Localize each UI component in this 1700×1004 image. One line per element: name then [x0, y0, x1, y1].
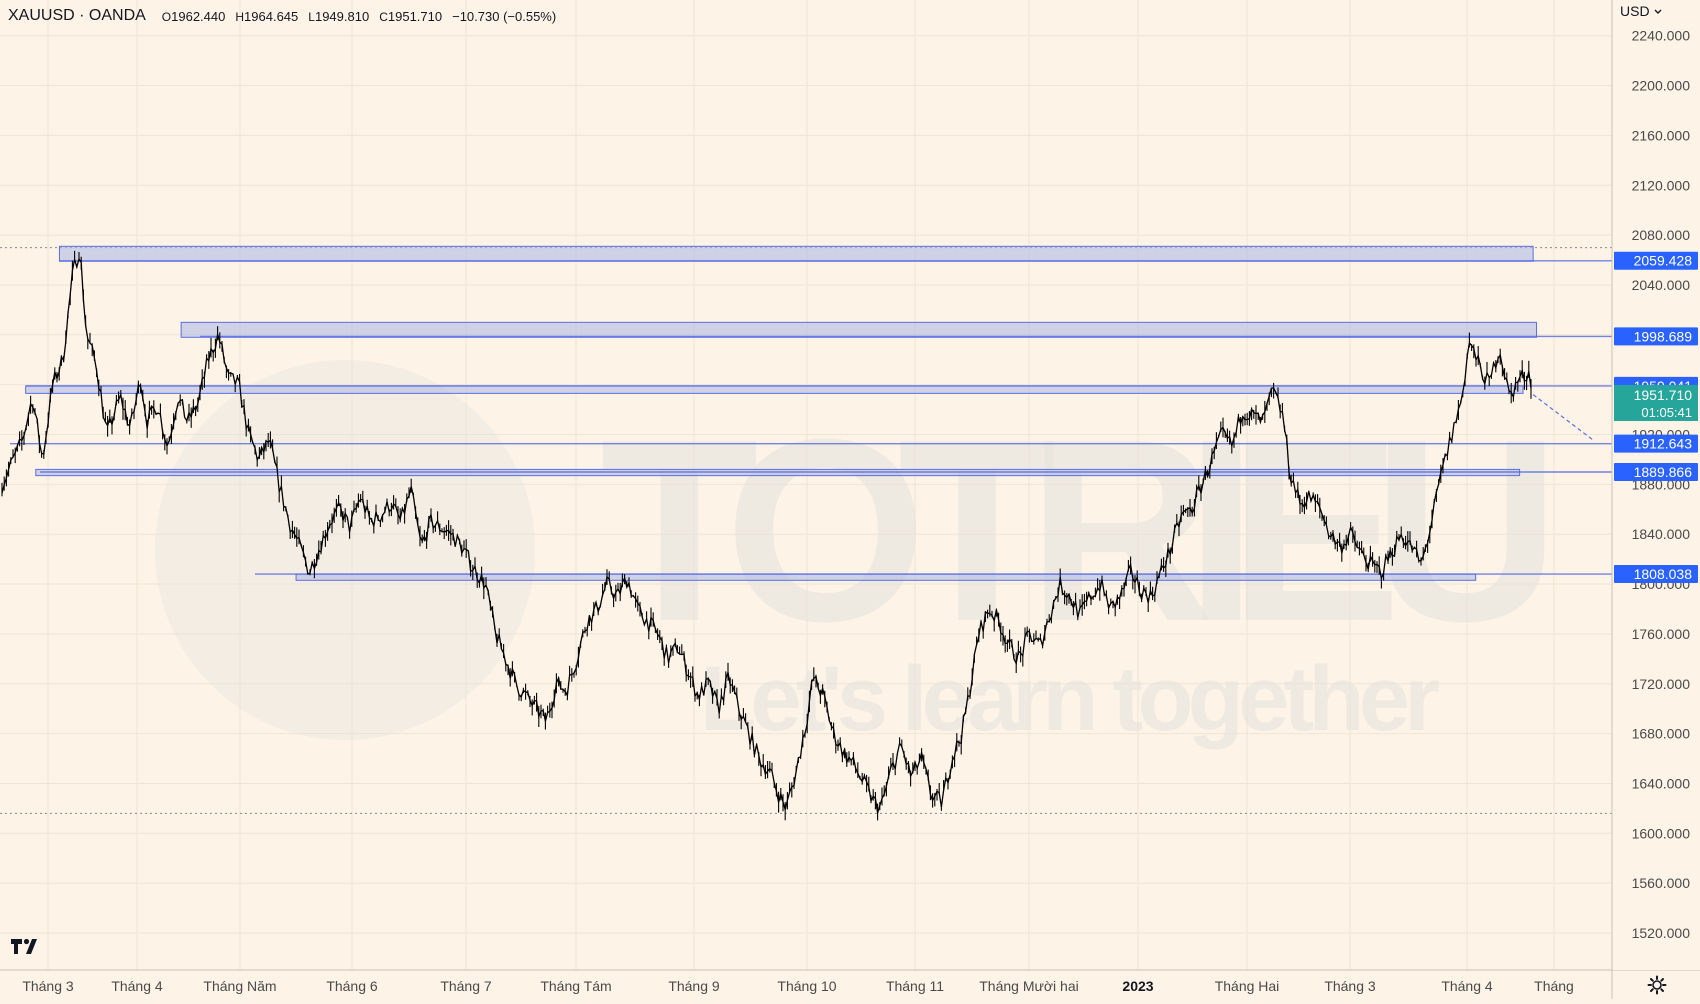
change-value: −10.730 (−0.55%): [452, 8, 557, 24]
time-tick-label: Tháng 9: [668, 978, 720, 994]
gear-icon[interactable]: [1646, 974, 1668, 996]
level-price-tag-text: 2059.428: [1634, 253, 1693, 269]
time-tick-label: Tháng 4: [111, 978, 163, 994]
zone-rect-2[interactable]: [25, 385, 1524, 394]
projection-dashed-line[interactable]: [1532, 394, 1595, 442]
price-tick-label: 2040.000: [1632, 277, 1691, 293]
time-axis: Tháng 3 Tháng 4 Tháng Năm Tháng 6 Tháng 7 Thá…: [0, 969, 1700, 999]
time-tick-label: Tháng Tám: [540, 978, 611, 994]
price-line: [1, 257, 1532, 814]
price-tick-label: 2080.000: [1632, 227, 1691, 243]
projection-line: [1532, 394, 1595, 442]
price-tick-label: 2200.000: [1632, 78, 1691, 94]
tradingview-logo-icon[interactable]: [10, 936, 44, 956]
time-tick-label: Tháng 7: [440, 978, 492, 994]
time-tick-label: Tháng 3: [1324, 978, 1376, 994]
level-price-tag[interactable]: [1614, 327, 1698, 346]
level-price-tag-text: 1998.689: [1634, 328, 1693, 344]
watermark-title: TOTRIEU: [600, 386, 1560, 676]
time-tick-label: Tháng Hai: [1215, 978, 1280, 994]
current-price-value: 1951.710: [1634, 387, 1693, 403]
horizontal-levels: [10, 260, 1612, 575]
level-price-tag[interactable]: [1614, 251, 1698, 270]
time-tick-label: Tháng 10: [777, 978, 836, 994]
price-tick-label: 1760.000: [1632, 626, 1691, 642]
time-tick-label: Tháng: [1534, 978, 1574, 994]
zone-rect-1[interactable]: [180, 321, 1538, 338]
bar-countdown: 01:05:41: [1641, 405, 1692, 420]
low-value: 1949.810: [314, 9, 370, 24]
price-tick-label: 1640.000: [1632, 775, 1691, 791]
level-price-tag-text: 1912.643: [1634, 436, 1693, 452]
price-tick-label: 2120.000: [1632, 177, 1691, 193]
price-axis-labels: 2059.4281998.6891959.0411912.6431889.866…: [1614, 251, 1698, 584]
level-price-tag[interactable]: [1614, 434, 1698, 453]
time-tick-label: Tháng 4: [1441, 978, 1493, 994]
high-label: H: [235, 10, 245, 24]
watermark-emblem: [155, 360, 535, 740]
open-value: 1962.440: [171, 9, 226, 24]
price-tick-label: 1560.000: [1632, 875, 1691, 891]
price-tick-label: 1720.000: [1632, 676, 1691, 692]
open-label: O: [161, 10, 172, 24]
price-axis-bg[interactable]: [1612, 0, 1700, 970]
time-tick-label: Tháng 6: [326, 978, 378, 994]
price-tick-label: 2160.000: [1632, 127, 1691, 143]
low-label: L: [308, 10, 315, 24]
level-price-tag-text: 1889.866: [1634, 464, 1693, 480]
symbol-name[interactable]: XAUUSD · OANDA: [8, 7, 146, 24]
zone-rect-0[interactable]: [58, 245, 1534, 262]
price-tick-label: 1600.000: [1632, 825, 1691, 841]
price-tick-label: 1680.000: [1632, 726, 1691, 742]
candles: [1, 250, 1532, 821]
level-price-tag-text: 1808.038: [1634, 566, 1693, 582]
time-tick-label: 2023: [1122, 978, 1153, 994]
watermark-subtitle: Let's learn together: [700, 648, 1440, 750]
currency-label: USD: [1620, 3, 1650, 19]
watermark: TOTRIEU Let's learn together: [155, 360, 1560, 750]
time-tick-label: Tháng 11: [886, 978, 944, 994]
time-tick-label: Tháng Mười hai: [979, 978, 1078, 994]
current-price-tag[interactable]: [1614, 384, 1698, 421]
time-tick-label: Tháng 3: [22, 978, 74, 994]
currency-selector[interactable]: USD: [1620, 3, 1663, 19]
price-tick-label: 1840.000: [1632, 526, 1691, 542]
level-price-tag[interactable]: [1614, 463, 1698, 482]
time-axis-bg[interactable]: [0, 970, 1700, 999]
price-tick-label: 2240.000: [1632, 28, 1691, 44]
price-axis: 1520.000 1560.000 1600.000 1640.000 1680.000…: [1611, 0, 1700, 999]
close-label: C: [379, 10, 388, 24]
price-tick-label: 1520.000: [1632, 925, 1691, 941]
time-tick-label: Tháng Năm: [203, 978, 276, 994]
high-value: 1964.645: [244, 9, 299, 24]
close-value: 1951.710: [387, 9, 443, 24]
level-price-tag[interactable]: [1614, 565, 1698, 584]
symbol-header: XAUUSD · OANDA O1962.440 H1964.645 L1949…: [8, 6, 556, 26]
chevron-down-icon: [1654, 9, 1662, 14]
